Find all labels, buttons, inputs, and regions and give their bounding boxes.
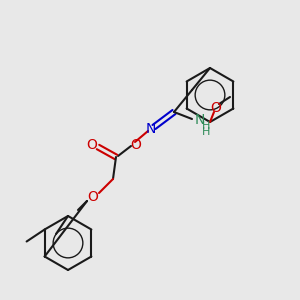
Text: H: H bbox=[202, 121, 210, 131]
Text: O: O bbox=[88, 190, 98, 204]
Text: O: O bbox=[130, 138, 141, 152]
Text: N: N bbox=[146, 122, 156, 136]
Text: O: O bbox=[211, 101, 221, 115]
Text: O: O bbox=[87, 138, 98, 152]
Text: N: N bbox=[195, 113, 205, 127]
Text: H: H bbox=[202, 127, 210, 137]
